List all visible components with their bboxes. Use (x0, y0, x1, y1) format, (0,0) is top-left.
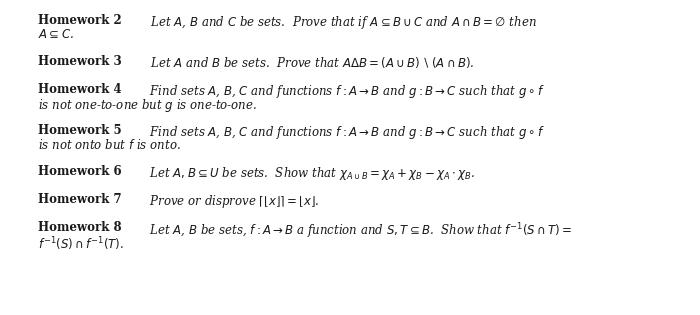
Text: is not one-to-one but $g$ is one-to-one.: is not one-to-one but $g$ is one-to-one. (38, 97, 258, 114)
Text: Prove or disprove $\lceil\lfloor x\rfloor\rceil = \lfloor x\rfloor$.: Prove or disprove $\lceil\lfloor x\rfloo… (146, 193, 320, 210)
Text: Find sets $A$, $B$, $C$ and functions $f: A\to B$ and $g: B\to C$ such that $g\c: Find sets $A$, $B$, $C$ and functions $f… (146, 124, 545, 141)
Text: Let $A$ and $B$ be sets.  Prove that $A\Delta B = (A\cup B)\setminus(A\cap B)$.: Let $A$ and $B$ be sets. Prove that $A\D… (146, 55, 474, 70)
Text: Homework 3: Homework 3 (38, 55, 122, 68)
Text: Let $A, B\subseteq U$ be sets.  Show that $\chi_{A\cup B} = \chi_A+\chi_B-\chi_A: Let $A, B\subseteq U$ be sets. Show that… (146, 165, 475, 182)
Text: $f^{-1}(S)\cap f^{-1}(T)$.: $f^{-1}(S)\cap f^{-1}(T)$. (38, 235, 125, 253)
Text: Let $A$, $B$ and $C$ be sets.  Prove that if $A \subseteq B \cup C$ and $A \cap : Let $A$, $B$ and $C$ be sets. Prove that… (146, 14, 536, 31)
Text: is not onto but $f$ is onto.: is not onto but $f$ is onto. (38, 138, 181, 152)
Text: Find sets $A$, $B$, $C$ and functions $f: A\to B$ and $g: B\to C$ such that $g\c: Find sets $A$, $B$, $C$ and functions $f… (146, 83, 545, 100)
Text: Homework 6: Homework 6 (38, 165, 122, 178)
Text: Homework 5: Homework 5 (38, 124, 122, 137)
Text: Homework 2: Homework 2 (38, 14, 122, 27)
Text: $A \subseteq C$.: $A \subseteq C$. (38, 28, 74, 41)
Text: Homework 4: Homework 4 (38, 83, 122, 96)
Text: Let $A$, $B$ be sets, $f: A\to B$ a function and $S, T\subseteq B$.  Show that $: Let $A$, $B$ be sets, $f: A\to B$ a func… (146, 221, 573, 241)
Text: Homework 7: Homework 7 (38, 193, 122, 206)
Text: Homework 8: Homework 8 (38, 221, 122, 234)
